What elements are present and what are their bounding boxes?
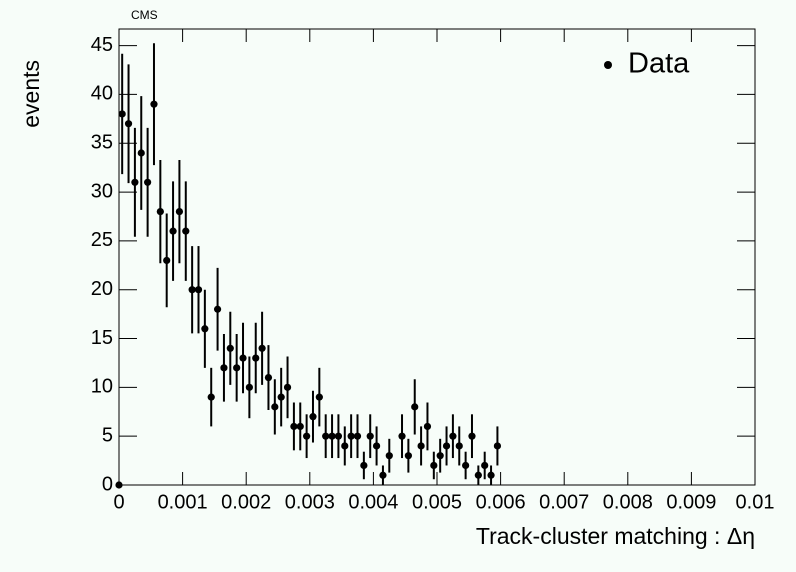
data-point	[322, 432, 330, 440]
y-axis-label: events	[18, 60, 44, 128]
data-point	[124, 120, 133, 128]
x-tick-label: 0.009	[666, 491, 716, 513]
data-point	[169, 227, 177, 235]
data-point	[175, 207, 184, 216]
y-tick-label: 0	[102, 473, 113, 495]
data-point	[144, 178, 152, 186]
data-point	[474, 471, 482, 479]
data-point	[315, 393, 323, 401]
data-point	[334, 432, 343, 440]
legend-label: Data	[628, 48, 690, 80]
data-point	[398, 432, 406, 440]
data-point	[328, 432, 336, 440]
data-point	[442, 442, 451, 450]
data-point	[417, 442, 425, 450]
x-tick-label: 0.007	[539, 491, 589, 513]
x-tick-label: 0.008	[603, 491, 653, 513]
x-axis-label: Track-cluster matching : Δη	[476, 523, 755, 549]
data-point	[404, 452, 412, 460]
data-point	[220, 364, 228, 372]
data-point	[372, 442, 381, 450]
data-point	[163, 256, 171, 265]
data-point	[156, 207, 164, 216]
data-point	[226, 344, 234, 352]
data-point	[264, 373, 273, 382]
data-point	[309, 413, 317, 421]
data-point	[487, 471, 495, 479]
data-point	[194, 286, 203, 294]
x-tick-label: 0.004	[348, 491, 398, 513]
y-tick-label: 30	[91, 180, 113, 202]
data-point	[290, 422, 298, 431]
y-tick-label: 20	[91, 278, 113, 300]
x-tick-label: 0.001	[158, 491, 208, 513]
data-point	[277, 393, 285, 401]
data-point	[347, 432, 355, 440]
data-point	[271, 403, 279, 411]
y-tick-label: 25	[91, 229, 113, 251]
data-point	[252, 354, 260, 362]
data-point	[455, 442, 463, 450]
data-point	[258, 344, 266, 352]
data-point	[182, 227, 190, 235]
annotation: CMS	[131, 8, 158, 22]
data-point	[353, 432, 362, 440]
data-point	[436, 452, 444, 460]
data-point	[137, 149, 145, 157]
data-point	[283, 383, 292, 391]
data-point	[366, 432, 374, 440]
data-point	[118, 110, 126, 118]
data-point	[233, 364, 241, 372]
x-tick-label: 0.003	[285, 491, 335, 513]
data-point	[131, 178, 139, 186]
y-tick-label: 45	[91, 34, 113, 56]
data-point	[423, 422, 432, 431]
data-point	[481, 461, 489, 470]
data-point	[245, 383, 253, 391]
y-tick-label: 15	[91, 327, 113, 349]
data-point	[239, 354, 247, 362]
data-point	[462, 461, 470, 470]
data-point	[341, 442, 349, 450]
data-point	[360, 461, 368, 470]
data-point	[201, 325, 209, 333]
data-point	[303, 432, 311, 440]
data-point	[493, 442, 502, 450]
data-point	[150, 100, 158, 108]
x-tick-label: 0.005	[412, 491, 462, 513]
x-tick-label: 0.01	[736, 491, 775, 513]
legend-marker	[604, 61, 612, 69]
y-tick-label: 35	[91, 132, 113, 154]
data-point	[296, 422, 304, 431]
x-tick-label: 0.006	[476, 491, 526, 513]
data-point	[188, 286, 196, 294]
y-tick-label: 40	[91, 83, 113, 105]
x-tick-label: 0	[113, 491, 124, 513]
data-point	[379, 471, 387, 479]
y-tick-label: 5	[102, 424, 113, 446]
x-tick-label: 0.002	[221, 491, 271, 513]
data-point	[115, 481, 123, 489]
data-point	[213, 305, 222, 313]
data-point	[430, 461, 438, 470]
data-point	[449, 432, 457, 440]
y-tick-label: 10	[91, 376, 113, 398]
data-point	[207, 393, 215, 401]
data-point	[385, 452, 393, 460]
data-point	[411, 403, 419, 411]
data-point	[468, 432, 476, 440]
